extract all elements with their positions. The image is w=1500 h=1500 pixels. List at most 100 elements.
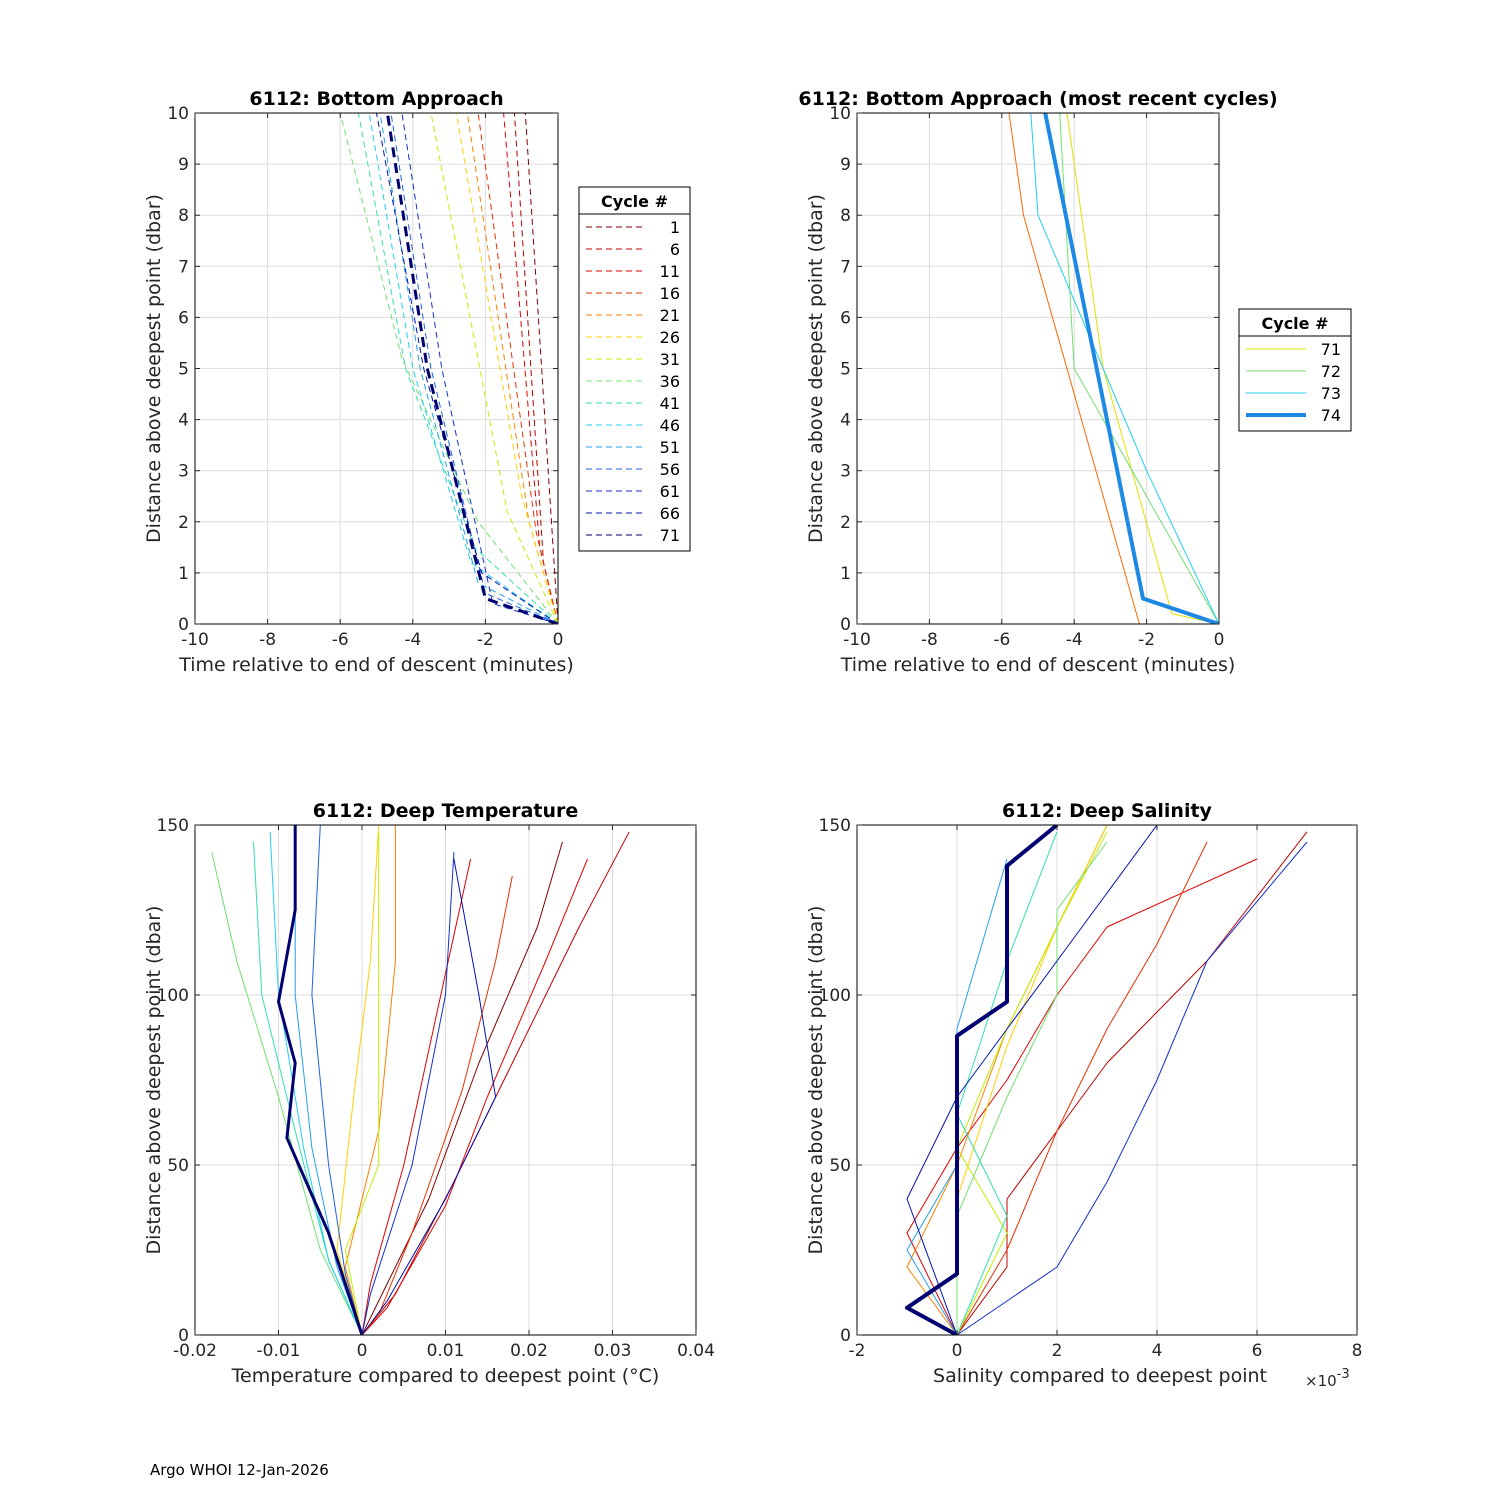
plot1-xtick-label-3: -4 (404, 630, 421, 650)
plot3-ytick-label-3: 150 (157, 816, 189, 836)
plot1-legend-label-51: 51 (660, 438, 680, 457)
plot4-series-s2 (906, 858, 1258, 1335)
plot3-ytick-label-0: 0 (178, 1326, 189, 1346)
plot2-ytick-label-8: 8 (840, 206, 851, 226)
plot1-legend-label-31: 31 (660, 350, 680, 369)
plot3-xtick-label-0: -0.02 (173, 1341, 217, 1361)
plot4-ytick-label-1: 50 (829, 1156, 851, 1176)
plot4-xtick-label-5: 8 (1352, 1341, 1363, 1361)
plot4-xtick-label-0: -2 (849, 1341, 866, 1361)
plot1-legend-label-21: 21 (660, 306, 680, 325)
plot4-xtick-label-1: 0 (952, 1341, 963, 1361)
plot1-xtick-label-0: -10 (181, 630, 209, 650)
plot4-background (857, 825, 1357, 1335)
plot2-legend-label-74: 74 (1321, 406, 1341, 425)
plot1-title: 6112: Bottom Approach (249, 88, 503, 110)
plot3-xtick-label-5: 0.03 (594, 1341, 632, 1361)
plot3-series-t1 (361, 841, 563, 1335)
plot1-legend-label-66: 66 (660, 504, 680, 523)
plot1-series-46 (368, 113, 558, 624)
plot3-series-t12 (294, 825, 363, 1335)
plot2-xtick-label-3: -4 (1066, 630, 1083, 650)
grid-layer (194, 112, 1358, 1336)
plot3-series-t14 (361, 852, 455, 1335)
plot1-legend-label-1: 1 (670, 218, 680, 237)
plot2-legend-box (1238, 308, 1352, 432)
plot1-ytick-label-2: 2 (178, 513, 189, 533)
plot1-legend-label-71: 71 (660, 526, 680, 545)
plot1-xtick-label-2: -6 (332, 630, 349, 650)
plot1-series-71 (385, 113, 558, 624)
plot1-ytick-label-1: 1 (178, 564, 189, 584)
plot1-legend-label-16: 16 (660, 284, 680, 303)
plot2-xtick-label-1: -8 (921, 630, 938, 650)
plot3-xtick-label-2: 0 (357, 1341, 368, 1361)
plot4-xtick-label-3: 4 (1152, 1341, 1163, 1361)
plot3-ytick-label-1: 50 (167, 1156, 189, 1176)
plot2-xtick-label-2: -6 (993, 630, 1010, 650)
plot2-ylabel: Distance above deepest point (dbar) (805, 194, 827, 543)
series-layer (211, 113, 1308, 1335)
plot1-series-1 (524, 113, 558, 624)
plot1-ytick-label-7: 7 (178, 257, 189, 277)
plot2-ytick-label-0: 0 (840, 615, 851, 635)
plot4-scale-label: ×10-3 (1305, 1367, 1350, 1390)
plot1-series-16 (477, 113, 558, 624)
plot3-xtick-label-4: 0.02 (510, 1341, 548, 1361)
plot1-legend-label-41: 41 (660, 394, 680, 413)
plot4-ytick-label-2: 100 (819, 986, 851, 1006)
plot3-series-t4 (361, 875, 513, 1335)
plot1-legend-label-56: 56 (660, 460, 680, 479)
plot3-xlabel: Temperature compared to deepest point (°… (231, 1365, 660, 1387)
plot1-ytick-label-9: 9 (178, 155, 189, 175)
plot3-series-t7 (336, 825, 380, 1335)
plot2-title: 6112: Bottom Approach (most recent cycle… (798, 88, 1277, 110)
plot3-xtick-label-3: 0.01 (427, 1341, 465, 1361)
legend-layer: Cycle #1611162126313641465156616671Cycle… (578, 186, 1352, 552)
plot2-ytick-label-10: 10 (829, 104, 851, 124)
plot4-series-s6 (956, 831, 1108, 1335)
plot1-ytick-label-4: 4 (178, 411, 189, 431)
plot2-series-group (1008, 113, 1219, 624)
plot4-ytick-label-0: 0 (840, 1326, 851, 1346)
plot1-ytick-label-5: 5 (178, 360, 189, 380)
plot3-series-t11 (269, 831, 363, 1335)
plot2-ytick-label-4: 4 (840, 411, 851, 431)
plot2-ytick-label-9: 9 (840, 155, 851, 175)
plot1-series-66 (376, 113, 558, 624)
plot1-legend-label-26: 26 (660, 328, 680, 347)
plot4-xtick-label-2: 2 (1052, 1341, 1063, 1361)
footer-credit: Argo WHOI 12-Jan-2026 (150, 1461, 329, 1479)
plot1-legend-box (578, 186, 691, 552)
plot1-ytick-label-10: 10 (167, 104, 189, 124)
plot4-scale-exponent: -3 (1337, 1367, 1350, 1382)
plot1-legend-title: Cycle # (601, 192, 668, 211)
plot2-legend-label-72: 72 (1321, 362, 1341, 381)
plot1-ytick-label-0: 0 (178, 615, 189, 635)
plot3-series-t13 (311, 825, 363, 1335)
plot3-ytick-label-2: 100 (157, 986, 189, 1006)
plot3-xtick-label-6: 0.04 (677, 1341, 715, 1361)
plot4-ylabel: Distance above deepest point (dbar) (805, 906, 827, 1255)
plot3-series-t5 (361, 858, 472, 1335)
plot3-series-t15 (361, 858, 497, 1335)
plot2-ytick-label-5: 5 (840, 360, 851, 380)
plot1-ylabel: Distance above deepest point (dbar) (143, 194, 165, 543)
plot3-series-t16 (277, 825, 364, 1335)
plot3-series-group (211, 825, 630, 1335)
plot4-series-s3 (956, 841, 1208, 1335)
plot3-xtick-label-1: -0.01 (257, 1341, 301, 1361)
plot1-xtick-label-5: 0 (553, 630, 564, 650)
plot1-legend-label-46: 46 (660, 416, 680, 435)
plot1-legend-label-36: 36 (660, 372, 680, 391)
plot2-ytick-label-1: 1 (840, 564, 851, 584)
plot2-series-71 (1066, 113, 1219, 624)
plot4-xlabel: Salinity compared to deepest point (933, 1365, 1267, 1387)
plot2-legend-title: Cycle # (1262, 314, 1329, 333)
plot4-series-s11 (906, 825, 1158, 1335)
plot1-legend-label-61: 61 (660, 482, 680, 501)
plot2-legend-label-73: 73 (1321, 384, 1341, 403)
plot4-series-group (905, 825, 1308, 1335)
plot4-axes-box (856, 824, 1358, 1336)
